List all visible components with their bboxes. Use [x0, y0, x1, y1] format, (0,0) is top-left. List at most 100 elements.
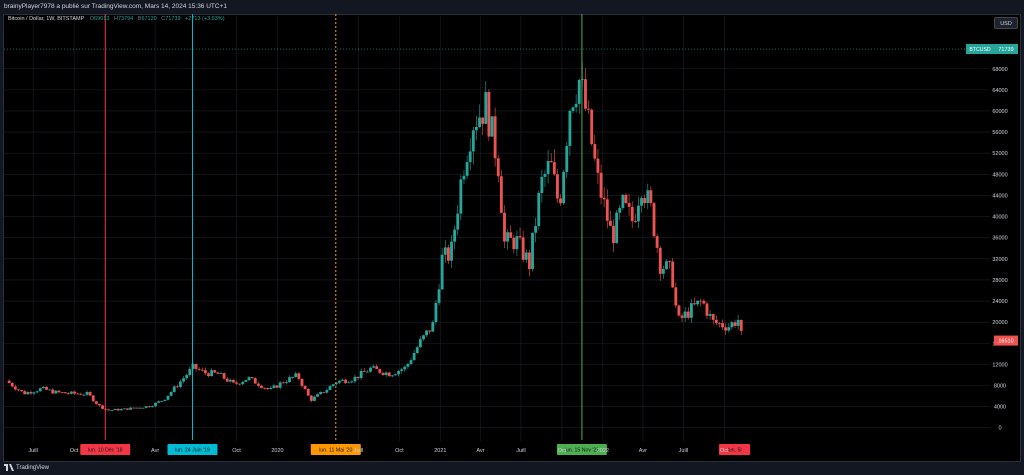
candle-body	[362, 370, 366, 372]
candle-body	[487, 92, 491, 137]
time-markers: lun. 10 Déc '18 lun. 24 Juin '19 lun. 11 M…	[4, 14, 990, 455]
time-marker-badge	[80, 444, 131, 455]
candle-body	[633, 221, 637, 222]
candle-body	[739, 319, 743, 332]
candle-body	[677, 305, 681, 316]
candle-body	[465, 162, 469, 176]
candle-body	[48, 389, 52, 391]
candle-body	[409, 360, 413, 364]
candle-body	[574, 103, 578, 108]
candle-body	[20, 390, 23, 392]
candle-body	[225, 378, 229, 382]
price-tick-label: 68000	[992, 67, 1007, 73]
time-tick-label: 2021	[434, 448, 446, 454]
candle-body	[649, 190, 653, 204]
candle-body	[730, 322, 734, 328]
candle-body	[646, 190, 650, 204]
candle-body	[711, 314, 715, 320]
candle-body	[696, 300, 700, 305]
candle-body	[378, 369, 382, 373]
candle-body	[66, 393, 70, 395]
chart-frame[interactable]	[3, 14, 1021, 462]
candle-body	[113, 408, 117, 411]
price-tick-label: 40000	[992, 215, 1007, 221]
price-tick-label: 52000	[992, 151, 1007, 157]
candle-body	[17, 389, 20, 391]
candle-body	[431, 322, 435, 332]
candle-body	[652, 203, 656, 237]
time-marker-badge	[556, 444, 607, 455]
candle-body	[724, 327, 728, 331]
candle-body	[643, 198, 647, 204]
footer-brand[interactable]: TradingView	[16, 465, 50, 471]
candle-body	[70, 391, 73, 394]
candle-body	[450, 241, 453, 261]
candle-body	[459, 179, 463, 214]
candle-body	[107, 409, 111, 411]
publish-line: brainyPlayer7978 a publié sur TradingVie…	[4, 3, 227, 10]
time-tick-label: Juill	[516, 448, 525, 454]
candle-body	[172, 386, 176, 392]
close-value: 71739	[165, 16, 181, 22]
candle-body	[515, 236, 519, 250]
candle-body	[98, 403, 101, 406]
candle-body	[344, 379, 348, 383]
candle-body	[294, 373, 298, 378]
candle-body	[241, 381, 245, 385]
candle-body	[369, 367, 372, 372]
candles	[7, 62, 743, 411]
candle-body	[571, 107, 575, 111]
candle-body	[708, 314, 712, 316]
candle-body	[624, 194, 628, 204]
candle-body	[549, 161, 553, 163]
currency-button[interactable]: USD	[994, 17, 1018, 29]
candle-body	[182, 378, 185, 382]
candle-body	[478, 117, 481, 128]
candle-body	[160, 401, 164, 402]
candle-body	[260, 385, 263, 388]
candle-body	[437, 289, 441, 303]
candle-body	[250, 377, 254, 379]
candle-body	[415, 347, 419, 354]
candle-body	[135, 407, 139, 409]
candle-body	[26, 392, 30, 395]
candle-body	[197, 368, 201, 370]
candle-body	[503, 212, 506, 242]
candle-body	[721, 323, 724, 328]
high-key: H	[113, 16, 118, 22]
time-tick-label: 2020	[271, 448, 283, 454]
candle-body	[88, 392, 92, 396]
candle-body	[151, 406, 154, 408]
candle-body	[705, 303, 709, 316]
candle-body	[668, 261, 672, 262]
high-value: 73794	[117, 16, 134, 22]
candle-body	[272, 385, 276, 388]
symbol-price-badge	[966, 44, 994, 55]
time-marker-label: lun. 11 Mai '20	[319, 448, 352, 454]
candle-body	[693, 303, 696, 305]
candle-body	[322, 391, 326, 393]
candle-body	[278, 382, 282, 388]
price-tick-label: 12000	[992, 362, 1007, 368]
candle-body	[73, 391, 76, 394]
candle-body	[256, 383, 260, 386]
candle-body	[328, 386, 332, 391]
candle-body	[138, 407, 142, 409]
symbol-name: Bitcoin / Dollar, 1W, BITSTAMP	[8, 16, 85, 22]
candle-body	[605, 199, 609, 221]
tradingview-logo-icon[interactable]	[4, 462, 14, 475]
candle-body	[540, 176, 544, 194]
candle-body	[453, 229, 457, 242]
candle-body	[593, 144, 597, 159]
price-tick-label: 32000	[992, 257, 1007, 263]
candle-body	[291, 377, 295, 378]
candle-body	[496, 158, 500, 177]
candle-body	[157, 401, 161, 403]
candle-body	[179, 381, 182, 387]
candle-body	[85, 392, 89, 395]
candle-body	[702, 300, 706, 304]
time-marker-label: lun. 5l	[728, 448, 742, 454]
candle-body	[275, 385, 279, 388]
price-axis: 0400080001200016000200002400028000320003…	[966, 44, 1018, 432]
